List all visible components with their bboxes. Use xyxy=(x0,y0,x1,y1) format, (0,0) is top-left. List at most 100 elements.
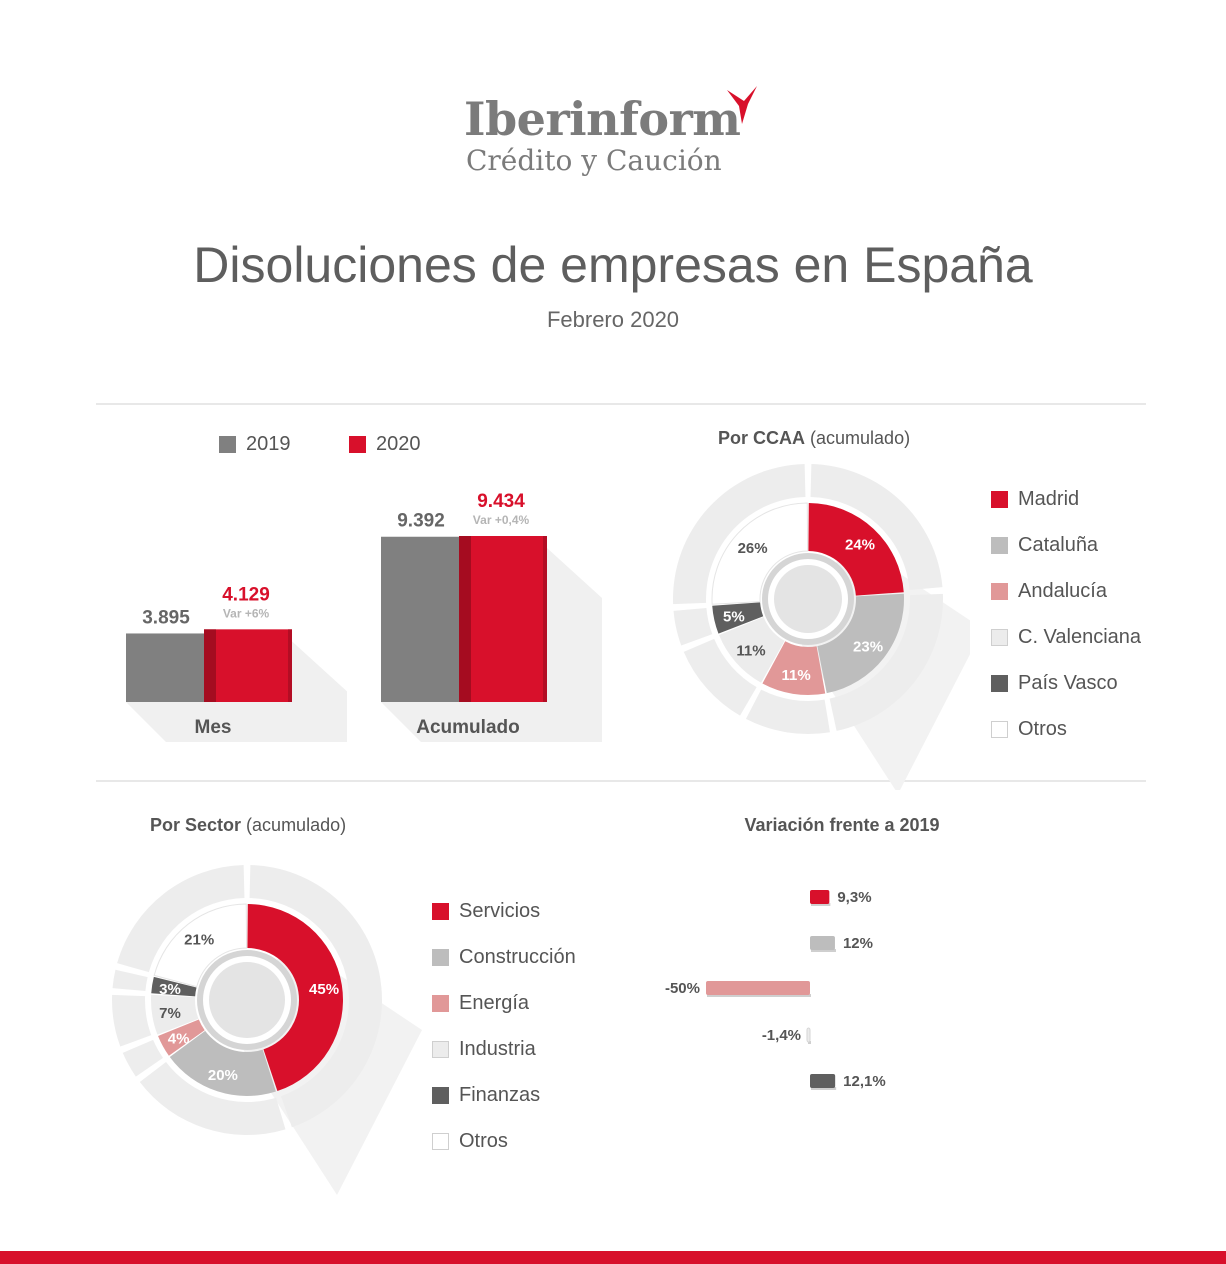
variation-bar-energa xyxy=(706,981,810,995)
bar-category-label: Acumulado xyxy=(416,717,519,738)
sector-legend-label: Industria xyxy=(459,1037,536,1060)
variation-bar-shadow xyxy=(808,1041,811,1044)
brand-logo-icon xyxy=(727,86,757,124)
sector-legend-swatch xyxy=(432,902,449,920)
ccaa-slice-madrid xyxy=(808,503,904,596)
sector-outer-ring-segment xyxy=(117,865,245,973)
bar-2020-mes xyxy=(204,629,292,702)
sector-legend-swatch xyxy=(432,948,449,966)
ccaa-legend-label: Cataluña xyxy=(1018,533,1099,556)
bar-2020-value-label: 4.129 xyxy=(222,584,270,605)
ccaa-slice-label: 11% xyxy=(736,642,765,659)
sector-legend: Servicios Construcción Energía Industria Fin… xyxy=(432,888,576,1164)
ccaa-legend-swatch xyxy=(991,490,1008,508)
ccaa-legend-label: Otros xyxy=(1018,717,1067,740)
ccaa-donut-chart: 24% 23% 11% 11% 5% 26% xyxy=(673,464,970,790)
divider-middle xyxy=(96,780,1146,782)
variation-bar-finanzas xyxy=(810,1074,836,1088)
sector-donut-chart: 45% 20% 4% 7% 3% 21% xyxy=(112,865,422,1195)
ccaa-legend-item: País Vasco xyxy=(991,660,1141,706)
ccaa-slice-otros xyxy=(711,502,809,605)
ccaa-legend-item: Andalucía xyxy=(991,568,1141,614)
sector-slice-label: 7% xyxy=(159,1005,181,1022)
page-title: Disoluciones de empresas en España xyxy=(193,237,1033,293)
variation-bar-construccin xyxy=(810,936,835,950)
ccaa-legend-swatch xyxy=(991,582,1008,600)
ccaa-hub xyxy=(774,565,842,633)
sector-legend-swatch xyxy=(432,1040,449,1058)
variation-title-main: Variación frente a 2019 xyxy=(744,815,940,835)
sector-slice-label: 4% xyxy=(168,1031,190,1048)
bar-2020-value-label: 9.434 xyxy=(477,491,525,512)
ccaa-legend-label: País Vasco xyxy=(1018,671,1118,694)
legend-2019: 2019 xyxy=(219,433,291,456)
ccaa-legend-label: Madrid xyxy=(1018,487,1080,510)
ccaa-slice-catalua xyxy=(817,593,904,694)
ccaa-outer-ring-segment xyxy=(683,638,757,716)
bar-variation-annotation: Var +0,4% xyxy=(473,513,530,527)
bar-variation-annotation: Var +6% xyxy=(223,606,270,620)
sector-title-note: (acumulado) xyxy=(246,815,347,835)
sector-legend-item: Otros xyxy=(432,1118,576,1164)
variation-bar-chart: 9,3% 12% -50% -1,4% 12,1% xyxy=(665,889,886,1090)
sector-outer-ring-segment xyxy=(139,1061,286,1135)
ccaa-legend-label: Andalucía xyxy=(1018,579,1107,602)
variation-value-label: -1,4% xyxy=(762,1027,801,1044)
sector-slice-energa xyxy=(158,1019,205,1056)
sector-legend-label: Servicios xyxy=(459,899,541,922)
ccaa-legend-item: Madrid xyxy=(991,476,1141,522)
brand-tagline: Crédito y Caución xyxy=(466,144,722,177)
sector-legend-label: Finanzas xyxy=(459,1083,541,1106)
sector-title: Por Sector (acumulado) xyxy=(150,815,346,836)
sector-outer-ring-segment xyxy=(112,969,148,992)
bar-2020-acumulado xyxy=(459,536,547,702)
ccaa-slice-cvalenciana xyxy=(719,617,785,683)
sector-legend-item: Construcción xyxy=(432,934,576,980)
sector-legend-item: Finanzas xyxy=(432,1072,576,1118)
variation-bar-shadow xyxy=(811,1087,837,1090)
ccaa-legend-swatch xyxy=(991,536,1008,554)
legend-2019-label: 2019 xyxy=(246,433,291,455)
ccaa-slice-label: 24% xyxy=(845,537,875,554)
brand-name: Iberinform xyxy=(464,92,741,146)
ccaa-title-main: Por CCAA xyxy=(718,428,806,448)
sector-outer-ring-segment xyxy=(112,994,152,1047)
bar-2019-value-label: 3.895 xyxy=(142,607,190,628)
variation-bar-industria xyxy=(806,1027,811,1043)
legend-2020-swatch xyxy=(349,436,366,453)
sector-outer-ring-segment xyxy=(122,1039,164,1077)
bar-2019-acumulado xyxy=(381,536,469,702)
sector-legend-swatch xyxy=(432,994,449,1012)
ccaa-slice-andaluca xyxy=(762,641,826,695)
variation-value-label: 12% xyxy=(843,935,873,952)
sector-slice-servicios xyxy=(247,904,344,1092)
variation-title: Variación frente a 2019 xyxy=(0,815,1226,836)
sector-slice-label: 20% xyxy=(208,1067,238,1084)
ccaa-legend: Madrid Cataluña Andalucía C. Valenciana País… xyxy=(991,476,1141,752)
ccaa-outer-ring-segment xyxy=(810,464,943,591)
bottom-accent-bar xyxy=(0,1251,1226,1264)
sector-legend-label: Otros xyxy=(459,1129,508,1152)
sector-slice-label: 3% xyxy=(159,981,181,998)
bar-2020-edge xyxy=(459,536,471,702)
sector-outer-ring-segment xyxy=(249,865,382,1128)
variation-bar-shadow xyxy=(811,949,836,952)
ccaa-slice-label: 5% xyxy=(723,609,745,626)
variation-value-label: 9,3% xyxy=(837,889,871,906)
sector-slice-label: 45% xyxy=(309,981,339,998)
ccaa-legend-swatch xyxy=(991,720,1008,738)
sector-slice-otros xyxy=(153,903,248,988)
ccaa-legend-label: C. Valenciana xyxy=(1018,625,1142,648)
sector-slice-construccin xyxy=(169,1030,276,1096)
sector-title-main: Por Sector xyxy=(150,815,242,835)
divider-top xyxy=(96,403,1146,405)
ccaa-slice-label: 11% xyxy=(782,667,811,684)
sector-legend-swatch xyxy=(432,1086,449,1104)
sector-legend-item: Servicios xyxy=(432,888,576,934)
bar-2020-side xyxy=(288,629,292,702)
sector-slice-finanzas xyxy=(151,976,197,997)
bar-2019-mes xyxy=(126,633,214,702)
variation-value-label: -50% xyxy=(665,980,700,997)
ccaa-legend-swatch xyxy=(991,628,1008,646)
